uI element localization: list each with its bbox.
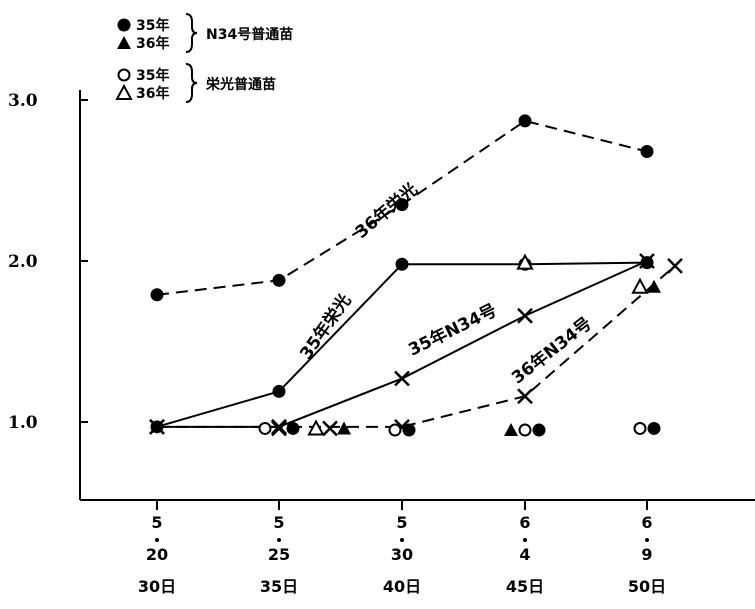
legend-entry-label: 36年 [136, 85, 169, 102]
marker-cross [394, 370, 410, 387]
marker-filled-circle [518, 114, 532, 128]
marker-open-circle [633, 421, 647, 435]
x-tick-days: 30日 [138, 577, 176, 596]
marker-open-circle [518, 423, 532, 437]
marker-filled-circle [395, 198, 409, 212]
x-tick-month: 6 [519, 513, 530, 532]
marker-filled-triangle [337, 421, 351, 435]
marker-cross [271, 420, 287, 437]
x-tick-days: 35日 [260, 577, 298, 596]
series-line [157, 265, 676, 428]
legend-entry-label: 35年 [136, 17, 169, 34]
marker-filled-circle [117, 18, 131, 32]
marker-filled-triangle [117, 36, 131, 49]
x-tick-day: 20 [146, 545, 168, 564]
x-tick-days: 50日 [628, 577, 666, 596]
x-tick-dot [523, 538, 527, 542]
x-tick-dot [155, 538, 159, 542]
marker-filled-triangle [504, 423, 518, 437]
series-lines [156, 119, 676, 428]
x-tick-day: 4 [519, 545, 530, 564]
x-tick-day: 25 [268, 545, 290, 564]
marker-open-triangle [631, 277, 649, 294]
marker-cross [149, 418, 165, 435]
legend-group-label: N34号普通苗 [206, 26, 293, 43]
marker-filled-circle [647, 421, 661, 435]
markers [149, 114, 683, 437]
legend-entry-label: 35年 [136, 67, 169, 84]
x-tick-dot [400, 538, 404, 542]
series-label: 35年栄光 [295, 290, 355, 363]
marker-open-triangle [516, 253, 534, 270]
marker-cross [322, 420, 338, 437]
x-tick-days: 40日 [383, 577, 421, 596]
x-tick-month: 6 [641, 513, 652, 532]
marker-open-circle [117, 68, 131, 82]
axes: 1.0 2.0 3.0 5 20 30日 5 25 35日 5 30 40日 6 4 45日 6 9 50日 [8, 90, 755, 596]
x-tick-dot [277, 538, 281, 542]
x-tick-month: 5 [151, 513, 162, 532]
series-label: 35年N34号 [405, 300, 500, 361]
x-tick-dot [645, 538, 649, 542]
marker-cross [639, 253, 655, 269]
marker-open-circle [388, 423, 402, 437]
marker-filled-circle [272, 273, 286, 287]
marker-filled-circle [272, 384, 286, 398]
marker-open-circle [258, 421, 272, 435]
x-tick-month: 5 [396, 513, 407, 532]
y-tick-label: 1.0 [8, 413, 38, 433]
legend-entry-label: 36年 [136, 35, 169, 52]
x-tick-days: 45日 [506, 577, 544, 596]
series-label: 36年栄光 [351, 179, 422, 243]
y-tick-label: 2.0 [8, 252, 38, 272]
marker-open-triangle [307, 419, 325, 436]
marker-cross [517, 388, 533, 405]
marker-filled-circle [286, 421, 300, 435]
marker-filled-circle [402, 423, 416, 437]
marker-filled-circle [395, 257, 409, 271]
marker-cross [667, 257, 683, 274]
marker-cross [517, 307, 533, 324]
legend-brace [185, 63, 198, 103]
marker-filled-triangle [647, 279, 661, 293]
marker-open-triangle [115, 83, 133, 100]
x-tick-day: 9 [641, 545, 652, 564]
marker-filled-circle [640, 145, 654, 159]
marker-filled-circle [150, 288, 164, 302]
x-tick-month: 5 [273, 513, 284, 532]
x-tick-day: 30 [391, 545, 413, 564]
legend-group-label: 栄光普通苗 [205, 76, 276, 93]
y-tick-label: 3.0 [8, 91, 38, 111]
legend-brace [185, 13, 198, 53]
marker-filled-circle [532, 423, 546, 437]
series-label: 36年N34号 [508, 313, 596, 388]
